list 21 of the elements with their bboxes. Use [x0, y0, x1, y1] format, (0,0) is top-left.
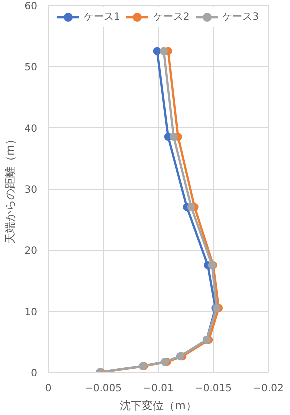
y-tick-label: 50 [24, 62, 38, 74]
point [188, 203, 196, 212]
legend-label: ケース1 [84, 11, 120, 24]
x-tick-label: −0.02 [253, 384, 284, 394]
x-tick-label: −0.005 [84, 384, 122, 394]
y-tick-label: 40 [24, 124, 38, 135]
legend-label: ケース3 [222, 11, 260, 24]
y-tick-label: 30 [24, 185, 38, 196]
legend-label: ケース2 [153, 11, 190, 24]
y-axis-title: 天端からの距離（m） [4, 134, 17, 244]
y-tick-label: 60 [24, 2, 38, 12]
point [153, 47, 162, 56]
y-tick-label: 10 [24, 307, 38, 318]
x-tick-label: −0.015 [194, 384, 232, 394]
x-tick-label: 0 [45, 384, 52, 394]
point [160, 47, 168, 56]
y-tick-label: 0 [31, 368, 38, 380]
x-axis-title: 沈下変位（m） [120, 400, 197, 412]
point [170, 133, 178, 141]
x-tick-label: −0.01 [143, 384, 174, 394]
y-tick-label: 20 [24, 246, 38, 258]
